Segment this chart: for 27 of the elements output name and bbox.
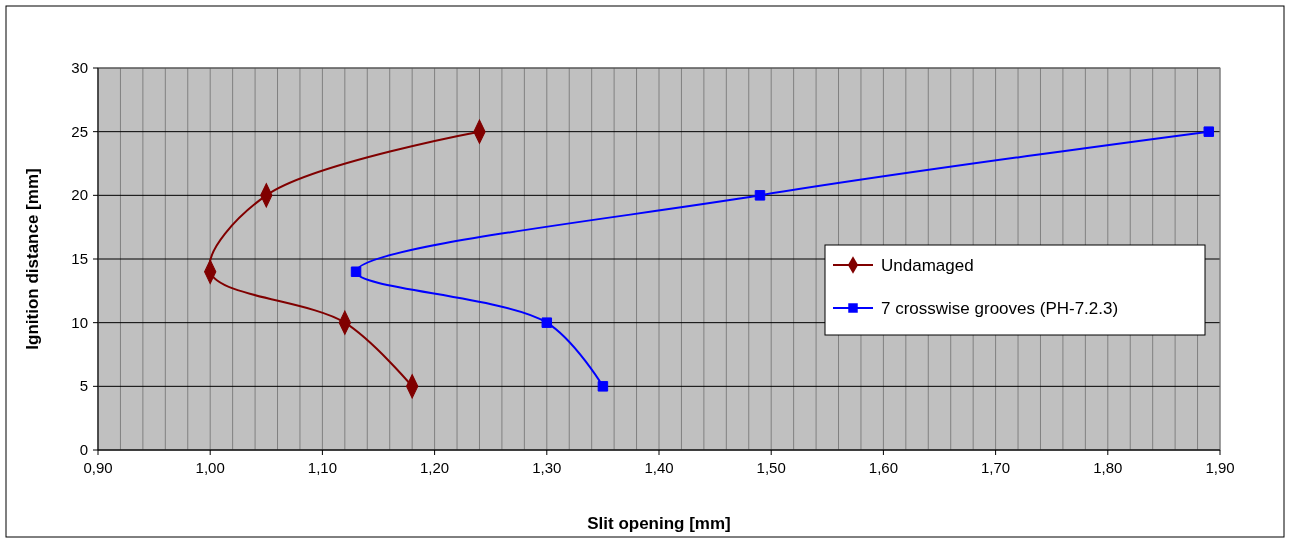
y-tick-label: 30 (71, 59, 88, 76)
point (1203, 126, 1215, 137)
y-tick-label: 20 (71, 186, 88, 204)
y-tick-label: 0 (79, 441, 88, 458)
y-tick-label: 10 (71, 313, 88, 331)
point (754, 190, 766, 201)
y-tick-label: 5 (79, 377, 88, 395)
y-tick-label: 15 (71, 250, 88, 267)
point (597, 381, 609, 392)
y-axis-title: Ignition distance [mm] (23, 168, 42, 350)
x-tick-label: 1,20 (420, 459, 450, 476)
x-tick-label: 1,60 (868, 459, 898, 476)
x-tick-label: 1,90 (1205, 459, 1235, 476)
x-tick-label: 1,10 (307, 459, 337, 476)
x-tick-label: 1,40 (644, 459, 674, 476)
x-axis-title: Slit opening [mm] (587, 514, 731, 533)
point (541, 317, 553, 328)
x-tick-label: 1,30 (532, 459, 562, 476)
x-tick-label: 1,50 (756, 459, 786, 476)
legend-label: Undamaged (881, 256, 974, 275)
x-tick-label: 1,80 (1093, 459, 1123, 476)
x-tick-label: 1,00 (195, 459, 225, 476)
legend-label: 7 crosswise grooves (PH-7.2.3) (881, 299, 1119, 318)
x-tick-label: 0,90 (83, 459, 113, 476)
point (350, 266, 362, 277)
y-tick-label: 25 (71, 122, 88, 140)
x-tick-label: 1,70 (981, 459, 1011, 476)
